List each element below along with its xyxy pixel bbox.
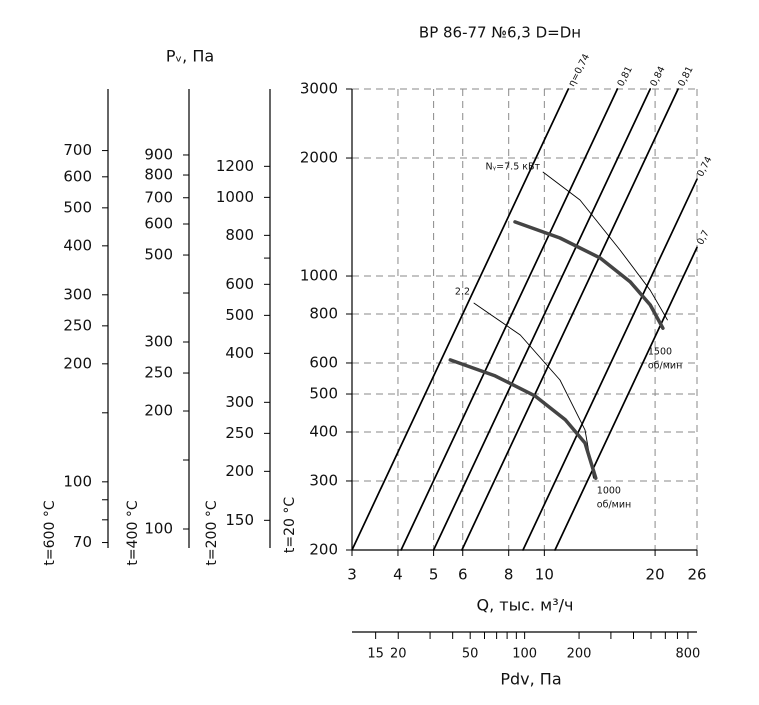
y-axis-title: t=20 °C — [282, 497, 298, 553]
y-tick-label: 400 — [309, 423, 338, 441]
power-curve — [473, 302, 594, 479]
pressure-tick-label: 800 — [144, 166, 173, 184]
pressure-axis-title: t=200 °C — [204, 500, 220, 565]
pressure-tick-label: 150 — [225, 511, 254, 529]
pressure-tick-label: 400 — [63, 236, 92, 254]
x-tick-label: 8 — [504, 566, 514, 584]
pressure-tick-label: 100 — [63, 472, 92, 490]
y-tick-label: 200 — [309, 541, 338, 559]
efficiency-line — [522, 178, 698, 551]
pressure-tick-label: 500 — [225, 306, 254, 324]
y-tick-label: 1000 — [300, 267, 338, 285]
pressure-tick-label: 70 — [73, 533, 92, 551]
efficiency-line — [461, 88, 679, 551]
pressure-tick-label: 700 — [144, 188, 173, 206]
y-tick-label: 600 — [309, 353, 338, 371]
x-tick-label: 5 — [429, 566, 439, 584]
speed-label: 1000 — [597, 486, 621, 497]
speed-unit: об/мин — [648, 361, 682, 372]
pressure-tick-label: 600 — [63, 167, 92, 185]
pressure-axis-title: t=600 °C — [42, 500, 58, 565]
dynamic-tick-label: 50 — [462, 647, 479, 662]
speed-label: 1500 — [648, 347, 672, 358]
chart-title: ВР 86-77 №6,3 D=Dн — [419, 24, 581, 42]
x-tick-label: 26 — [687, 566, 706, 584]
pressure-tick-label: 900 — [144, 145, 173, 163]
pressure-tick-label: 700 — [63, 141, 92, 159]
pressure-tick-label: 1200 — [216, 157, 254, 175]
pressure-tick-label: 800 — [225, 226, 254, 244]
y-tick-label: 800 — [309, 305, 338, 323]
pressure-tick-label: 500 — [63, 198, 92, 216]
pressure-tick-label: 600 — [225, 275, 254, 293]
x-axis-title: Q, тыс. м³/ч — [476, 596, 573, 615]
efficiency-line — [400, 88, 619, 551]
power-label: Nᵧ=7.5 кВт — [486, 162, 541, 173]
x-tick-label: 4 — [393, 566, 403, 584]
dynamic-tick-label: 800 — [676, 647, 701, 662]
pressure-tick-label: 200 — [63, 354, 92, 372]
dynamic-tick-label: 15 — [367, 647, 384, 662]
efficiency-line — [432, 88, 652, 551]
pressure-tick-label: 100 — [144, 520, 173, 538]
efficiency-line — [554, 246, 698, 551]
pressure-tick-label: 300 — [225, 393, 254, 411]
speed-unit: об/мин — [597, 500, 631, 511]
pressure-tick-label: 250 — [144, 364, 173, 382]
pressure-tick-label: 600 — [144, 214, 173, 232]
dynamic-tick-label: 20 — [390, 647, 407, 662]
y-tick-label: 500 — [309, 385, 338, 403]
pressure-tick-label: 500 — [144, 246, 173, 264]
y-tick-label: 3000 — [300, 80, 338, 98]
pressure-tick-label: 250 — [225, 424, 254, 442]
power-label: 2.2 — [455, 287, 470, 298]
y-tick-label: 2000 — [300, 149, 338, 167]
x-tick-label: 10 — [535, 566, 554, 584]
x-tick-label: 20 — [646, 566, 665, 584]
pressure-tick-label: 200 — [225, 462, 254, 480]
pressure-tick-label: 400 — [225, 344, 254, 362]
speed-curve — [448, 358, 598, 480]
x-tick-label: 6 — [458, 566, 468, 584]
pressure-tick-label: 300 — [63, 285, 92, 303]
dynamic-tick-label: 100 — [512, 647, 537, 662]
pressure-axis-title: t=400 °C — [125, 500, 141, 565]
speed-curve — [513, 220, 665, 330]
dynamic-scale-title: Pdv, Па — [500, 670, 561, 689]
pressure-tick-label: 1000 — [216, 188, 254, 206]
pressure-tick-label: 250 — [63, 316, 92, 334]
power-curve — [542, 171, 668, 321]
pressure-tick-label: 200 — [144, 402, 173, 420]
dynamic-tick-label: 200 — [567, 647, 592, 662]
pressure-scales-title: Pᵥ, Па — [166, 47, 214, 66]
y-tick-label: 300 — [309, 471, 338, 489]
efficiency-line — [351, 88, 570, 551]
pressure-tick-label: 300 — [144, 332, 173, 350]
x-tick-label: 3 — [347, 566, 357, 584]
